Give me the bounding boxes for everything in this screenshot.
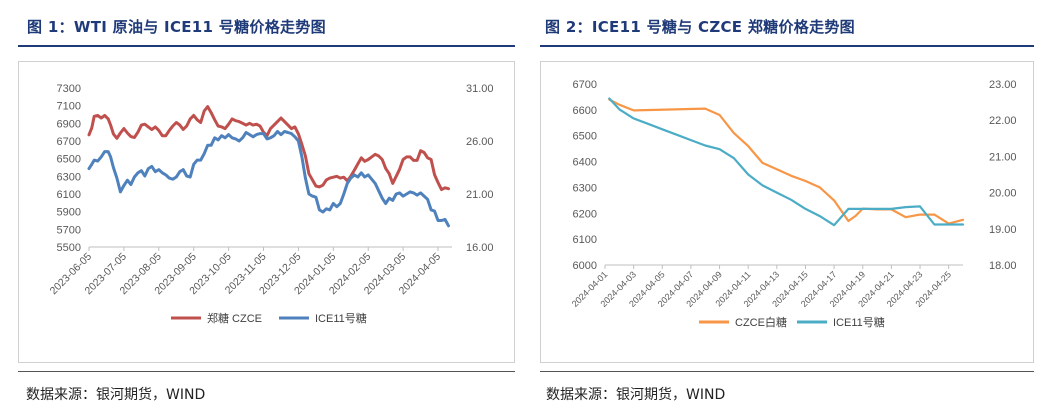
y-left-tick-label: 6700	[573, 79, 597, 91]
y-left-tick-label: 6500	[57, 154, 81, 166]
figure2-bottom-rule	[540, 371, 1034, 372]
figure2-chart-panel: 6000 6100 6200 6300 6400 6500 6600 6700 18.00 19.…	[540, 61, 1034, 363]
y-right-tick-label: 20.00	[989, 188, 1017, 200]
y-left-tick-label: 6200	[573, 208, 597, 220]
y-left-tick-label: 6600	[573, 105, 597, 117]
figure1-title-rule	[18, 45, 515, 47]
legend-label: 郑糖 CZCE	[207, 311, 262, 325]
legend-label: CZCE白糖	[735, 315, 787, 329]
series-line-b	[87, 130, 450, 228]
chart2-svg: 6000 6100 6200 6300 6400 6500 6600 6700 18.00 19.…	[570, 79, 1017, 329]
y-left-tick-label: 5700	[57, 224, 81, 236]
y-left-tick-label: 6000	[573, 260, 597, 272]
y-left-tick-label: 6900	[57, 118, 81, 130]
figure2-title: 图 2：ICE11 号糖与 CZCE 郑糖价格走势图	[545, 18, 855, 36]
y-left-tick-label: 7100	[57, 101, 81, 113]
y-right-tick-label: 26.00	[466, 136, 494, 148]
figure1-title: 图 1：WTI 原油与 ICE11 号糖价格走势图	[27, 18, 326, 36]
y-right-tick-label: 22.00	[989, 115, 1017, 127]
legend-label: ICE11号糖	[315, 311, 367, 325]
figure1-bottom-rule	[18, 371, 515, 372]
series-line-a	[608, 98, 965, 225]
figure1-source: 数据来源：银河期货，WIND	[26, 387, 206, 403]
y-right-tick-label: 19.00	[989, 224, 1017, 236]
y-right-tick-label: 31.00	[466, 83, 494, 95]
y-left-tick-label: 5900	[57, 207, 81, 219]
y-right-tick-label: 16.00	[466, 242, 494, 254]
y-left-tick-label: 6400	[573, 157, 597, 169]
y-left-tick-label: 6300	[57, 171, 81, 183]
y-left-tick-label: 7300	[57, 83, 81, 95]
y-right-tick-label: 23.00	[989, 79, 1017, 91]
y-left-tick-label: 5500	[57, 242, 81, 254]
y-left-tick-label: 6700	[57, 136, 81, 148]
figure1-chart-panel: 5500 5700 5900 6100 6300 6500 6700 6900 7100 7300…	[18, 61, 515, 363]
y-left-tick-label: 6100	[57, 189, 81, 201]
y-left-tick-label: 6500	[573, 131, 597, 143]
y-left-tick-label: 6300	[573, 182, 597, 194]
figure2-title-rule	[540, 45, 1034, 47]
y-right-tick-label: 21.00	[989, 151, 1017, 163]
y-right-tick-label: 21.00	[466, 189, 494, 201]
figure2-source: 数据来源：银河期货，WIND	[546, 387, 726, 403]
y-right-tick-label: 18.00	[989, 260, 1017, 272]
series-line-b	[608, 97, 965, 227]
legend-label: ICE11号糖	[833, 315, 885, 329]
chart1-svg: 5500 5700 5900 6100 6300 6500 6700 6900 7100 7300…	[48, 83, 494, 325]
y-left-tick-label: 6100	[573, 234, 597, 246]
series-line-a	[87, 105, 450, 192]
